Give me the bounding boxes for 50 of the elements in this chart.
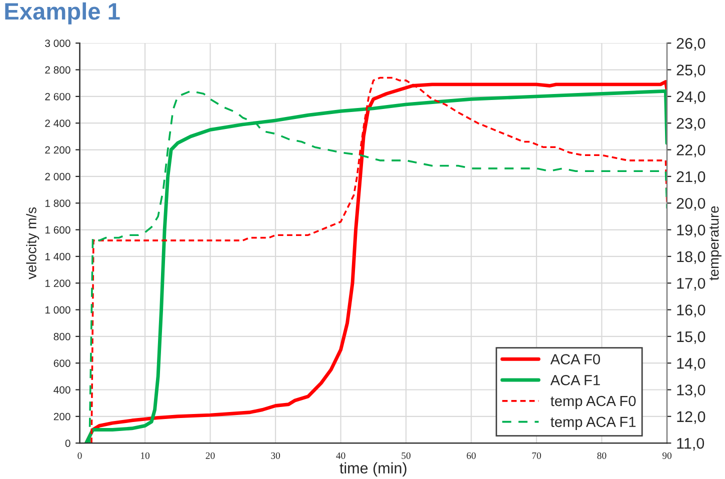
x-tick-label: 30 <box>271 452 280 459</box>
y2-tick-label: 17,0 <box>677 278 706 291</box>
y2-tick-label: 25,0 <box>676 64 706 78</box>
y2-tick-label: 12,0 <box>677 411 706 424</box>
y-tick-label: 2 400 <box>45 120 70 127</box>
y2-tick-label: 24,0 <box>676 91 706 104</box>
legend-label: ACA F0 <box>550 354 600 364</box>
x-tick-label: 20 <box>206 452 215 459</box>
x-tick-label: 60 <box>466 452 476 459</box>
y2-tick-label: 11,0 <box>677 438 704 451</box>
y2-tick-label: 20,0 <box>676 198 706 211</box>
y-tick-label: 2 200 <box>45 146 70 154</box>
y-tick-label: 1 000 <box>45 306 70 314</box>
y2-tick-label: 18,0 <box>677 251 706 264</box>
y-tick-label: 1 400 <box>45 252 70 260</box>
y2-tick-label: 21,0 <box>676 171 706 184</box>
y2-tick-label: 16,0 <box>677 304 706 318</box>
y-tick-label: 3 000 <box>45 40 70 47</box>
y-axis-title: velocity m/s <box>26 207 40 280</box>
y-tick-label: 800 <box>54 332 70 340</box>
y-tick-label: 0 <box>65 440 70 447</box>
legend-label: temp ACA F0 <box>550 396 636 410</box>
x-tick-label: 70 <box>532 452 541 459</box>
y-tick-label: 600 <box>54 360 70 367</box>
y2-tick-label: 19,0 <box>677 224 706 238</box>
y-tick-label: 1 200 <box>45 280 70 287</box>
legend-label: ACA F1 <box>550 374 600 386</box>
y2-tick-label: 14,0 <box>677 358 706 371</box>
y2-tick-label: 13,0 <box>677 384 706 398</box>
x-axis-title: time (min) <box>340 462 406 477</box>
y2-axis-title: temperature <box>710 206 722 280</box>
x-tick-label: 50 <box>402 452 410 459</box>
x-tick-label: 10 <box>140 452 150 459</box>
y2-tick-label: 15,0 <box>677 331 706 344</box>
y-tick-label: 400 <box>54 386 70 394</box>
x-tick-label: 90 <box>662 452 672 459</box>
x-tick-label: 0 <box>78 452 82 459</box>
chart-title: Example 1 <box>5 2 120 24</box>
y2-tick-label: 23,0 <box>676 118 706 131</box>
y2-tick-label: 22,0 <box>676 144 706 158</box>
y2-tick-label: 26,0 <box>676 38 706 51</box>
y-tick-label: 1 800 <box>45 200 70 207</box>
y-tick-label: 1 600 <box>45 226 70 234</box>
legend-label: temp ACA F1 <box>550 416 636 430</box>
y-tick-label: 2 800 <box>45 66 70 74</box>
y-tick-label: 200 <box>54 412 70 420</box>
x-tick-label: 80 <box>597 452 606 459</box>
y-tick-label: 2 600 <box>45 92 70 100</box>
y-tick-label: 2 000 <box>45 172 70 180</box>
x-tick-label: 40 <box>336 452 346 459</box>
